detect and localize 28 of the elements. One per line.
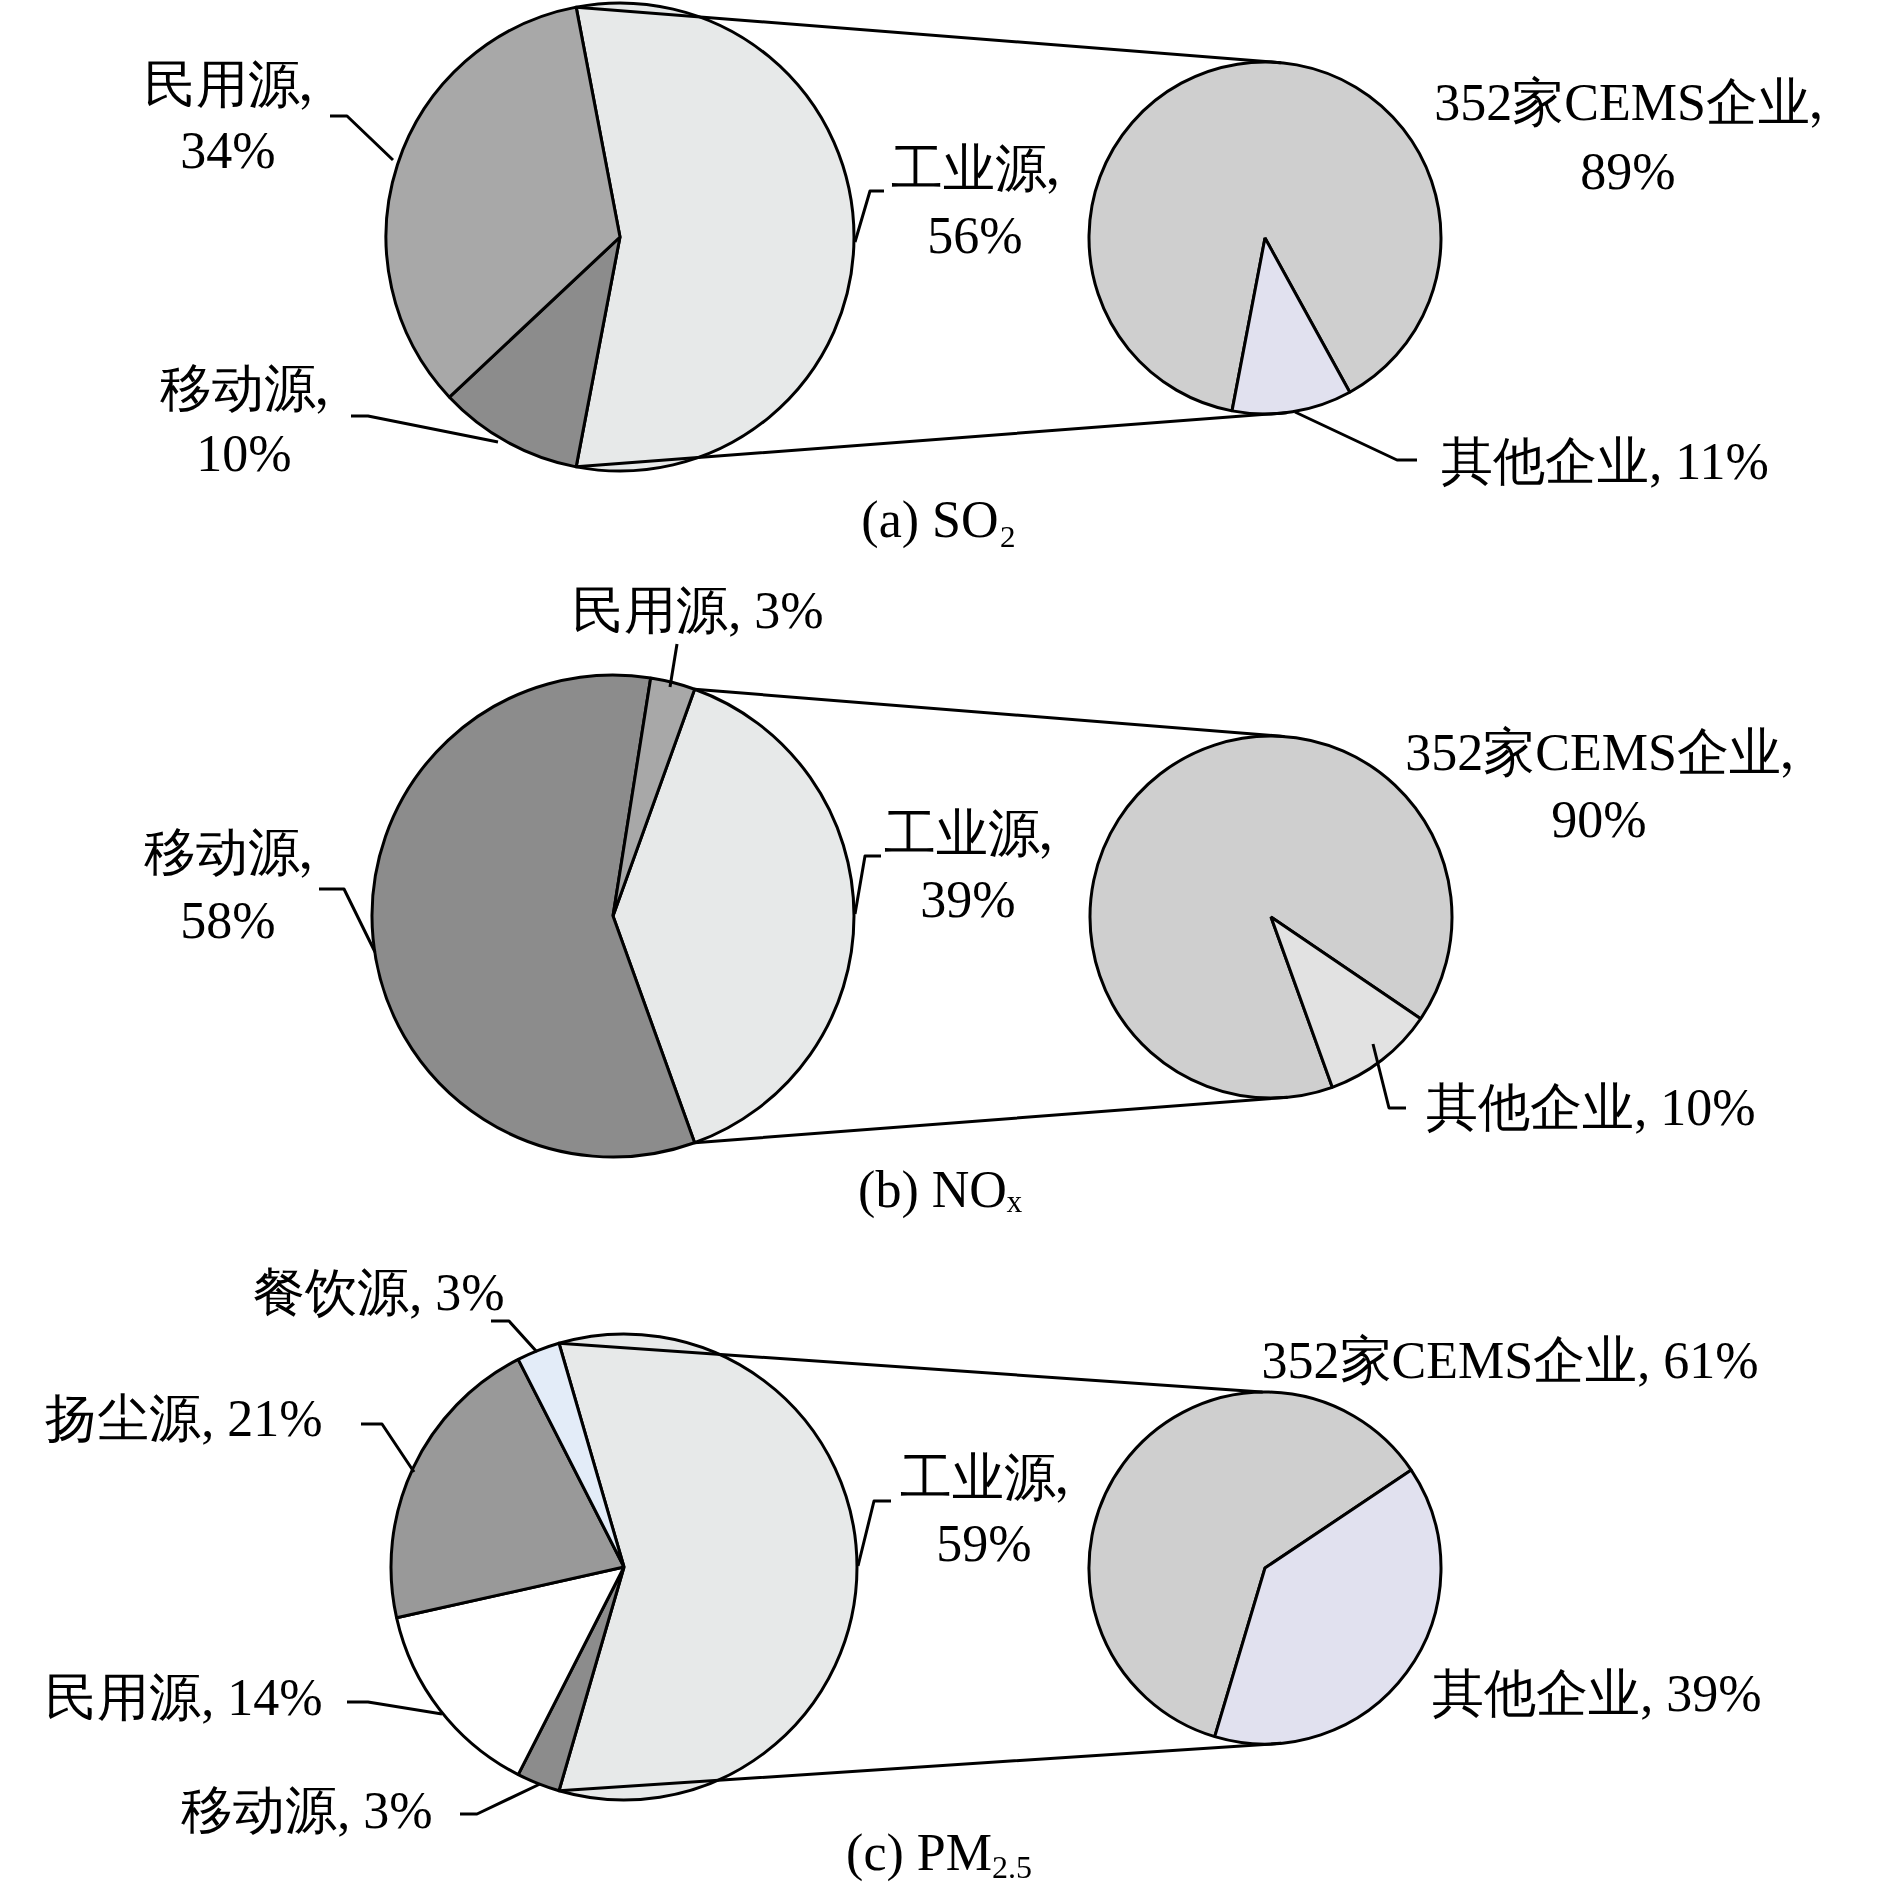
text: (a) SO₂ (861, 491, 1017, 548)
slice-label: 民用源 (144, 56, 300, 113)
data-label: 59% (936, 1515, 1032, 1572)
data-label: 56% (927, 206, 1023, 264)
slice-label: 其他企业, 10% (1426, 1077, 1756, 1138)
slice-label: 352家CEMS企业, 61% (1261, 1330, 1759, 1391)
data-label: 90% (1551, 790, 1647, 848)
slice-label: 扬尘源, 21% (45, 1388, 323, 1449)
slice-label: 工业源 (891, 139, 1047, 197)
data-label: 10% (196, 424, 292, 482)
slice-label: 352家CEMS企业 (1405, 723, 1781, 781)
slice-label: 其他企业, 11% (1441, 431, 1769, 492)
slice-label: 工业源 (900, 1449, 1056, 1506)
slice-label: 移动源 (160, 359, 316, 417)
slice-label: 民用源, 3% (572, 580, 824, 641)
slice-label: 餐饮源, 3% (253, 1262, 505, 1323)
data-label: 34% (180, 122, 276, 179)
data-label: 58% (180, 892, 276, 949)
slice-label: 其他企业, 39% (1432, 1663, 1762, 1724)
text: (c) PM$_{2.5}$ (846, 1824, 1032, 1885)
text: (b) NOₓ (858, 1161, 1022, 1218)
slice-label: 工业源 (884, 805, 1040, 862)
slice-label: 移动源 (144, 824, 300, 881)
data-label: 89% (1580, 142, 1676, 200)
slice-label: 移动源, 3% (181, 1780, 433, 1841)
slice-label: 民用源, 14% (45, 1667, 323, 1728)
data-label: 39% (920, 871, 1016, 928)
slice-label: 352家CEMS企业 (1434, 73, 1810, 131)
